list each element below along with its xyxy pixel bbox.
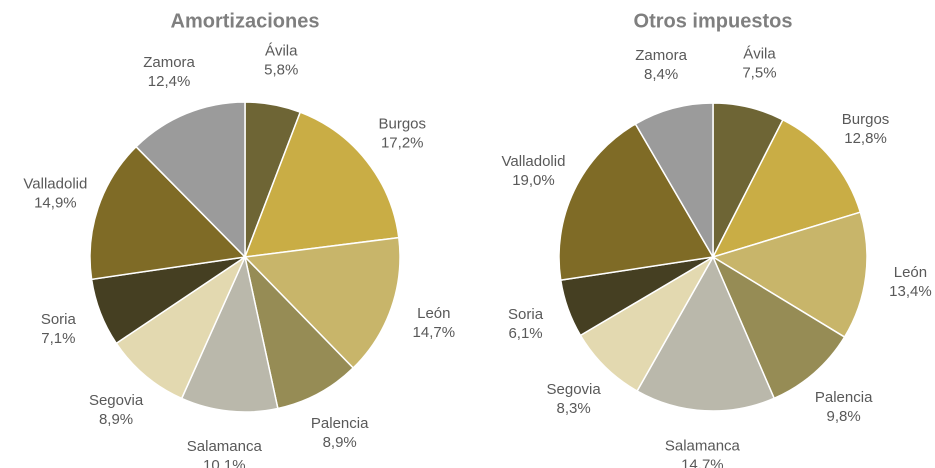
pie-slice xyxy=(634,102,714,260)
slice-value-label: 8,9% xyxy=(323,434,357,451)
slice-label: Salamanca xyxy=(187,438,263,455)
chart-title: Otros impuestos xyxy=(634,10,793,32)
chart-title: Amortizaciones xyxy=(171,10,320,32)
slice-label: Salamanca xyxy=(665,438,741,455)
slice-label: Soria xyxy=(508,306,544,323)
pie-slice xyxy=(89,145,247,281)
slice-label: Valladolid xyxy=(23,175,87,192)
slice-value-label: 10,1% xyxy=(203,457,246,468)
slice-value-label: 17,2% xyxy=(381,134,424,151)
slice-value-label: 7,1% xyxy=(41,330,75,347)
slice-label: Segovia xyxy=(89,392,144,409)
slice-label: Zamora xyxy=(635,47,687,64)
slice-label: Palencia xyxy=(815,389,873,406)
slice-label: León xyxy=(417,305,450,322)
slice-value-label: 8,3% xyxy=(557,400,591,417)
slice-label: Segovia xyxy=(547,381,602,398)
slice-value-label: 14,7% xyxy=(413,324,456,341)
slice-value-label: 6,1% xyxy=(508,325,542,342)
slice-value-label: 14,7% xyxy=(681,457,724,468)
slice-value-label: 12,8% xyxy=(844,130,887,147)
slice-label: León xyxy=(894,264,927,281)
slice-value-label: 8,4% xyxy=(644,66,678,83)
slice-value-label: 8,9% xyxy=(99,411,133,428)
pie-slice xyxy=(243,254,355,410)
pie-slice xyxy=(243,111,400,258)
slice-label: Valladolid xyxy=(502,153,566,170)
slice-value-label: 14,9% xyxy=(34,194,77,211)
pie-slice xyxy=(711,255,846,400)
slice-label: Burgos xyxy=(842,111,890,128)
pie-slice xyxy=(558,122,715,281)
slice-label: Ávila xyxy=(265,42,298,59)
slice-value-label: 7,5% xyxy=(742,64,776,81)
slice-value-label: 19,0% xyxy=(512,172,555,189)
pie-slice xyxy=(115,254,247,400)
slice-value-label: 12,4% xyxy=(148,73,191,90)
pie-slice xyxy=(243,236,401,370)
slice-label: Ávila xyxy=(743,45,776,62)
slice-value-label: 13,4% xyxy=(889,283,932,300)
slice-label: Soria xyxy=(41,311,77,328)
slice-label: Palencia xyxy=(311,415,369,432)
pie-slice xyxy=(636,255,776,412)
pie-slice xyxy=(711,211,868,339)
slice-value-label: 9,8% xyxy=(827,408,861,425)
slice-label: Zamora xyxy=(143,54,195,71)
slice-value-label: 5,8% xyxy=(264,61,298,78)
pie-slice xyxy=(135,101,246,259)
pie-slice xyxy=(180,254,279,413)
slice-label: Burgos xyxy=(378,115,426,132)
